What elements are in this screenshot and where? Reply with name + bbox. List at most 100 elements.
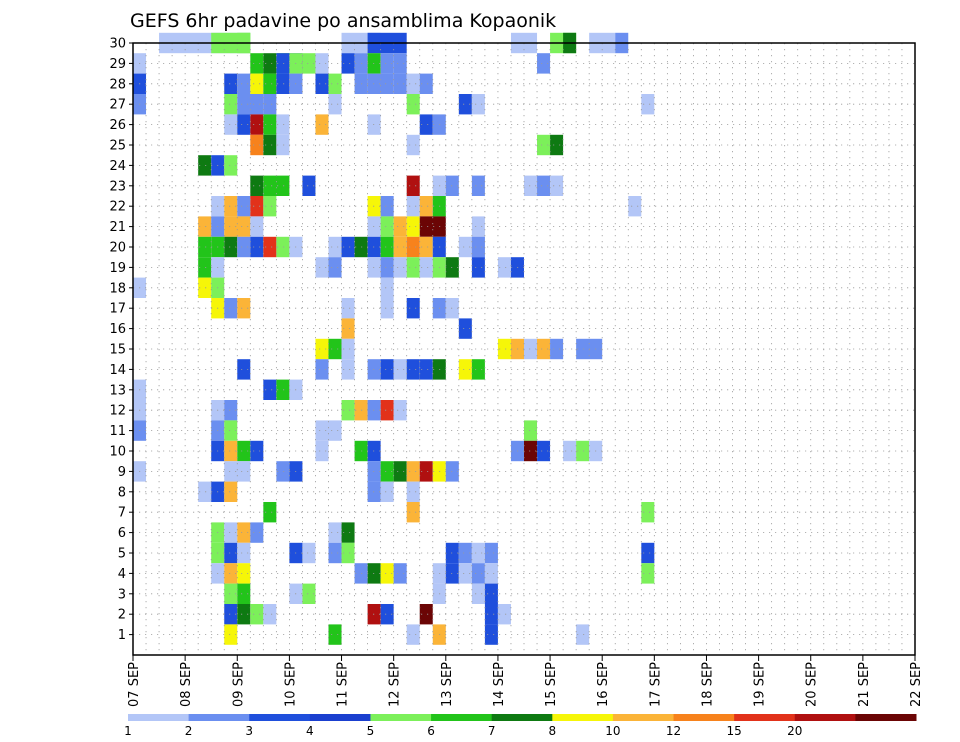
data-cell xyxy=(406,298,420,319)
y-axis-ticks: 1234567891011121314151617181920212223242… xyxy=(109,37,133,643)
data-cell xyxy=(484,563,498,584)
data-cell xyxy=(576,624,590,645)
data-cell xyxy=(250,53,264,74)
data-cell xyxy=(263,196,277,217)
data-cell xyxy=(458,563,472,584)
data-cell xyxy=(419,604,433,625)
colorbar-segment xyxy=(188,714,250,721)
data-cell xyxy=(641,502,655,523)
colorbar-label: 1 xyxy=(124,724,132,738)
data-cell xyxy=(406,236,420,258)
data-cell xyxy=(524,175,538,196)
data-cell xyxy=(445,257,459,278)
colorbar-label: 6 xyxy=(427,724,435,738)
data-cell xyxy=(419,196,433,217)
data-cell xyxy=(406,134,420,156)
data-cell xyxy=(471,583,485,604)
data-cell xyxy=(315,73,329,94)
data-cell xyxy=(237,236,251,258)
data-cell xyxy=(250,440,264,462)
data-cell xyxy=(524,420,538,441)
data-cell xyxy=(237,542,251,564)
y-tick-label: 5 xyxy=(118,547,126,562)
data-cell xyxy=(537,338,551,360)
data-cell xyxy=(393,216,407,237)
plot-frame xyxy=(132,42,916,656)
colorbar-segment xyxy=(612,714,675,721)
data-cell xyxy=(406,624,420,645)
data-cell xyxy=(406,94,420,115)
data-cell xyxy=(276,134,290,156)
data-cell xyxy=(406,257,420,278)
data-cell xyxy=(471,175,485,196)
data-cell xyxy=(224,196,238,217)
data-cell xyxy=(315,114,329,135)
data-cell xyxy=(276,461,290,482)
data-cell xyxy=(641,94,655,115)
data-cell xyxy=(198,277,212,298)
data-cell xyxy=(263,236,277,258)
data-cell xyxy=(224,522,238,543)
y-tick-label: 22 xyxy=(109,200,126,215)
x-tick-label: 11 SEP xyxy=(336,662,351,707)
y-tick-label: 13 xyxy=(109,383,126,398)
colorbar: 1 2 3 4 5 6 7 8 10 12 15 20 xyxy=(124,714,917,738)
data-cell xyxy=(302,175,316,196)
y-tick-label: 24 xyxy=(109,159,126,174)
data-cell xyxy=(628,196,642,217)
data-cell xyxy=(341,338,355,360)
data-cell xyxy=(341,542,355,564)
data-cell xyxy=(471,94,485,115)
data-cell xyxy=(380,563,394,584)
y-tick-label: 27 xyxy=(109,98,126,113)
y-tick-label: 30 xyxy=(109,37,126,52)
data-cell xyxy=(263,114,277,135)
data-cell xyxy=(250,73,264,94)
data-cell xyxy=(471,216,485,237)
data-cell xyxy=(380,604,394,625)
x-tick-label: 19 SEP xyxy=(753,662,768,707)
x-tick-label: 09 SEP xyxy=(231,662,246,707)
x-tick-label: 07 SEP xyxy=(127,662,142,707)
data-cell xyxy=(537,175,551,196)
data-cell xyxy=(380,216,394,237)
data-cell xyxy=(302,583,316,604)
colorbar-segment xyxy=(855,714,917,721)
data-cell xyxy=(302,53,316,74)
data-cell xyxy=(224,216,251,237)
data-cell xyxy=(497,338,511,360)
data-cell xyxy=(302,542,316,564)
data-cell xyxy=(419,73,433,94)
data-cell xyxy=(458,94,472,115)
data-cell xyxy=(224,542,238,564)
colorbar-label: 4 xyxy=(306,724,314,738)
data-cell xyxy=(224,461,251,482)
y-tick-label: 15 xyxy=(109,343,126,358)
data-cell xyxy=(341,318,355,339)
data-cell xyxy=(419,216,446,237)
colorbar-label: 12 xyxy=(666,724,681,738)
data-cell xyxy=(315,53,329,74)
data-cell xyxy=(198,481,212,502)
data-cell xyxy=(250,604,264,625)
data-cell xyxy=(497,604,511,625)
y-tick-label: 20 xyxy=(109,241,126,256)
colorbar-segment xyxy=(249,714,311,721)
data-cell xyxy=(315,359,329,380)
y-tick-label: 3 xyxy=(118,587,126,602)
data-cell xyxy=(328,73,342,94)
data-cell xyxy=(276,379,290,400)
data-cell xyxy=(341,522,355,543)
colorbar-segment xyxy=(309,714,371,721)
data-cell xyxy=(393,359,407,380)
x-tick-label: 12 SEP xyxy=(388,662,403,707)
x-tick-label: 15 SEP xyxy=(544,662,559,707)
chart-title: GEFS 6hr padavine po ansamblima Kopaonik xyxy=(130,10,556,32)
y-tick-label: 28 xyxy=(109,77,126,92)
data-cell xyxy=(250,522,264,543)
data-cell xyxy=(237,583,251,604)
data-cell xyxy=(224,94,238,115)
data-cell xyxy=(263,604,277,625)
data-cell xyxy=(237,522,251,543)
